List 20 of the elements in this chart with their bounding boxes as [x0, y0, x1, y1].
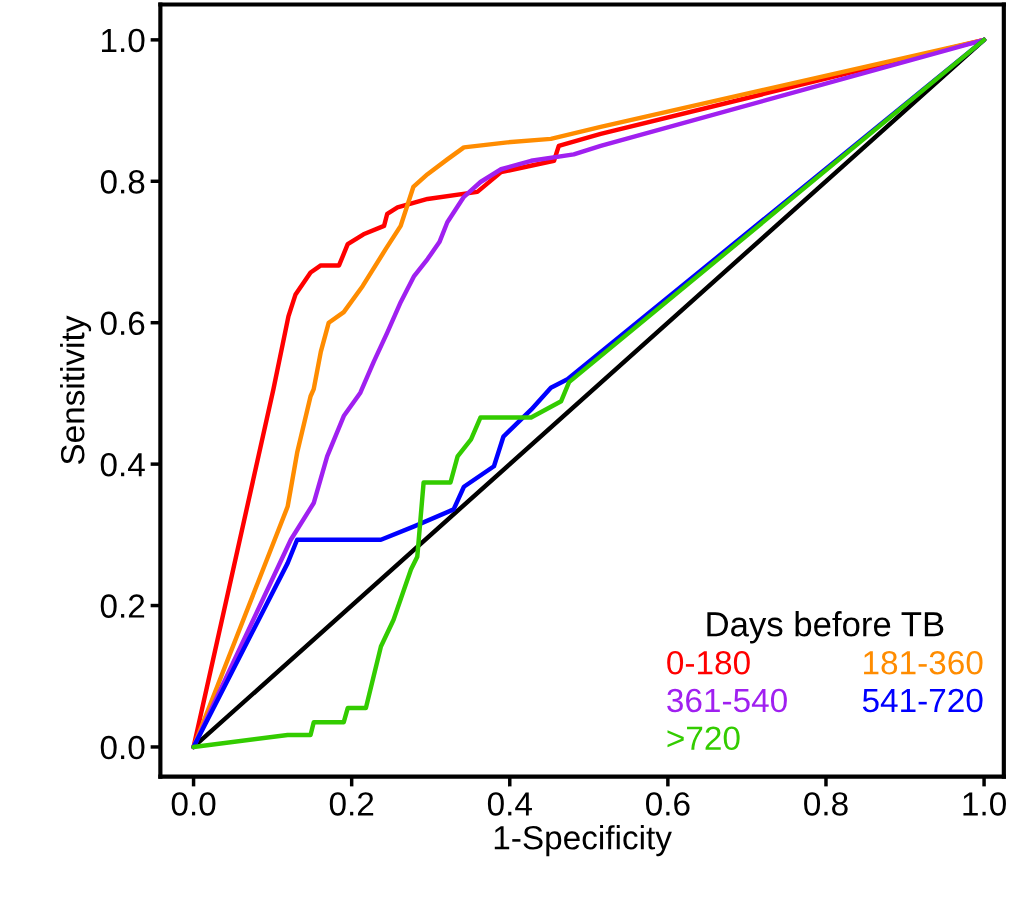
x-tick-label: 0.6 — [646, 792, 690, 816]
x-tick-label: 0.0 — [171, 792, 216, 816]
y-tick-label: 0.2 — [100, 594, 145, 618]
y-tick-label: 0.4 — [100, 452, 145, 477]
legend-title: Days before TB — [707, 611, 944, 644]
x-tick-label: 0.4 — [487, 792, 532, 816]
x-tick-label: 0.8 — [804, 792, 848, 816]
text: >720 — [667, 726, 740, 751]
x-tick-label: 0.2 — [329, 792, 374, 816]
x-tick-label: 1.0 — [963, 792, 1006, 816]
text: 0-180 — [667, 650, 750, 675]
y-axis-title: Sensitivity — [60, 315, 92, 465]
y-tick-label: 0.6 — [100, 311, 145, 336]
y-tick-label: 1.0 — [102, 28, 145, 53]
x-axis-title: 1-Specificity — [494, 825, 672, 857]
text: 361-540 — [667, 688, 787, 713]
text: 541-720 — [862, 688, 983, 713]
y-tick-label: 0.8 — [100, 170, 145, 194]
y-tick-label: 0.0 — [100, 735, 145, 760]
text: 181-360 — [864, 650, 983, 675]
